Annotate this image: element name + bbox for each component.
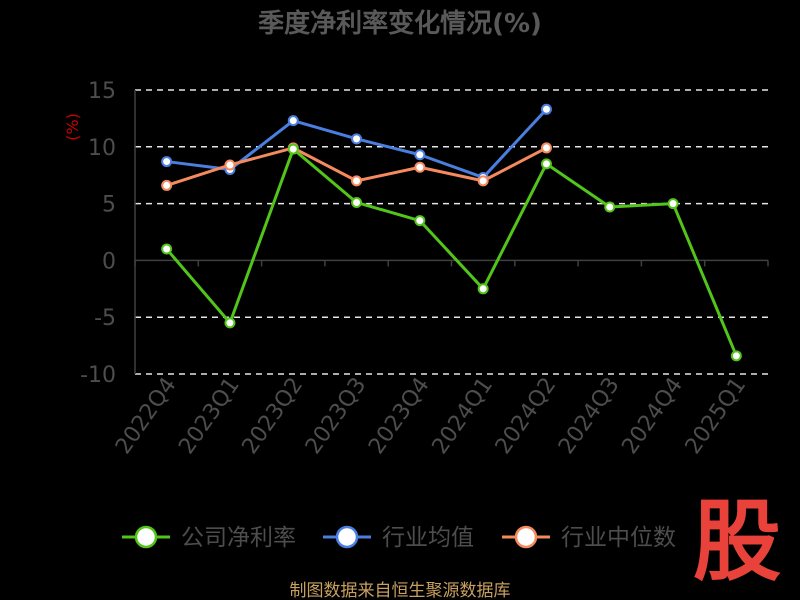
data-point <box>414 215 426 227</box>
y-axis-label: (%) <box>63 113 82 141</box>
data-point <box>604 201 616 213</box>
data-point <box>477 283 489 295</box>
data-point <box>540 158 552 170</box>
data-point <box>287 143 299 155</box>
x-tick-label: 2024Q3 <box>554 373 625 459</box>
legend-swatch-marker <box>514 525 538 549</box>
data-point <box>351 196 363 208</box>
series-0 <box>161 143 742 362</box>
data-point <box>477 175 489 187</box>
x-tick-label: 2024Q4 <box>617 373 688 459</box>
y-tick-label: 5 <box>102 193 116 218</box>
y-tick-label: 15 <box>88 79 116 104</box>
x-tick-label: 2023Q4 <box>364 373 435 459</box>
x-tick-label: 2024Q1 <box>428 373 499 459</box>
data-point <box>667 198 679 210</box>
y-tick-labels: 15 10 5 0 -5 -10 <box>80 79 116 388</box>
y-tick-label: 0 <box>102 249 116 274</box>
legend-label: 行业均值 <box>382 525 474 551</box>
data-point <box>414 149 426 161</box>
data-point <box>414 161 426 173</box>
legend-item[interactable]: 公司净利率 <box>122 525 296 551</box>
source-note: 制图数据来自恒生聚源数据库 <box>290 581 511 600</box>
y-tick-label: -5 <box>94 306 116 331</box>
x-tick-label: 2023Q1 <box>174 373 245 459</box>
data-point <box>161 156 173 168</box>
chart-title: 季度净利率变化情况(%) <box>258 8 542 39</box>
data-point <box>224 159 236 171</box>
x-tick-label: 2025Q1 <box>681 373 752 459</box>
legend-swatch-marker <box>335 525 359 549</box>
x-tick-labels: 2022Q42023Q12023Q22023Q32023Q42024Q12024… <box>111 373 751 459</box>
series-layer <box>161 103 742 362</box>
data-point <box>730 350 742 362</box>
x-tick-label: 2023Q3 <box>301 373 372 459</box>
y-tick-label: 10 <box>88 136 116 161</box>
legend-item[interactable]: 行业均值 <box>323 525 474 551</box>
legend-label: 行业中位数 <box>561 525 676 551</box>
data-point <box>224 317 236 329</box>
data-point <box>540 103 552 115</box>
x-tick-label: 2023Q2 <box>238 373 309 459</box>
gridlines <box>135 89 768 375</box>
x-tick-label: 2022Q4 <box>111 373 182 459</box>
data-point <box>540 142 552 154</box>
data-point <box>287 115 299 127</box>
series-line <box>165 147 738 357</box>
data-point <box>351 133 363 145</box>
series-1 <box>161 103 552 183</box>
data-point <box>161 179 173 191</box>
y-tick-label: -10 <box>80 363 116 388</box>
data-point <box>351 175 363 187</box>
series-2 <box>161 142 552 191</box>
legend-label: 公司净利率 <box>181 525 296 551</box>
legend-item[interactable]: 行业中位数 <box>502 525 676 551</box>
legend[interactable]: 公司净利率 行业均值 行业中位数 <box>122 525 676 551</box>
legend-swatch-marker <box>134 525 158 549</box>
axes <box>134 90 769 374</box>
x-tick-label: 2024Q2 <box>491 373 562 459</box>
data-point <box>161 243 173 255</box>
watermark-logo: 股 <box>693 490 781 593</box>
